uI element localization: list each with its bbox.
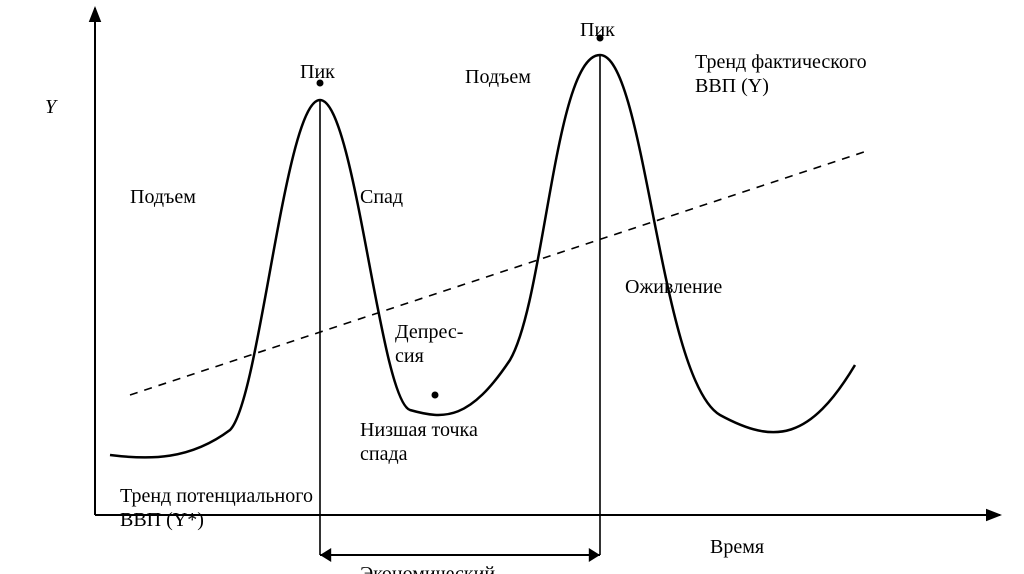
rise2-label: Подъем bbox=[465, 65, 531, 89]
peak1-label: Пик bbox=[300, 60, 335, 84]
y-axis-label: Y bbox=[45, 95, 56, 119]
peak2-label: Пик bbox=[580, 18, 615, 42]
economic-label: Экономический bbox=[360, 562, 495, 574]
trough-label: Низшая точка спада bbox=[360, 418, 478, 466]
fall-label: Спад bbox=[360, 185, 403, 209]
depression-label: Депрес- сия bbox=[395, 320, 463, 368]
trend-actual-label: Тренд фактического ВВП (Y) bbox=[695, 50, 867, 98]
trend-potential-label: Тренд потенциального ВВП (Y*) bbox=[120, 484, 313, 532]
rise1-label: Подъем bbox=[130, 185, 196, 209]
x-axis-label: Время bbox=[710, 535, 764, 559]
business-cycle-chart: Y Время Пик Пик Подъем Спад Подъем Оживл… bbox=[0, 0, 1024, 574]
revival-label: Оживление bbox=[625, 275, 722, 299]
